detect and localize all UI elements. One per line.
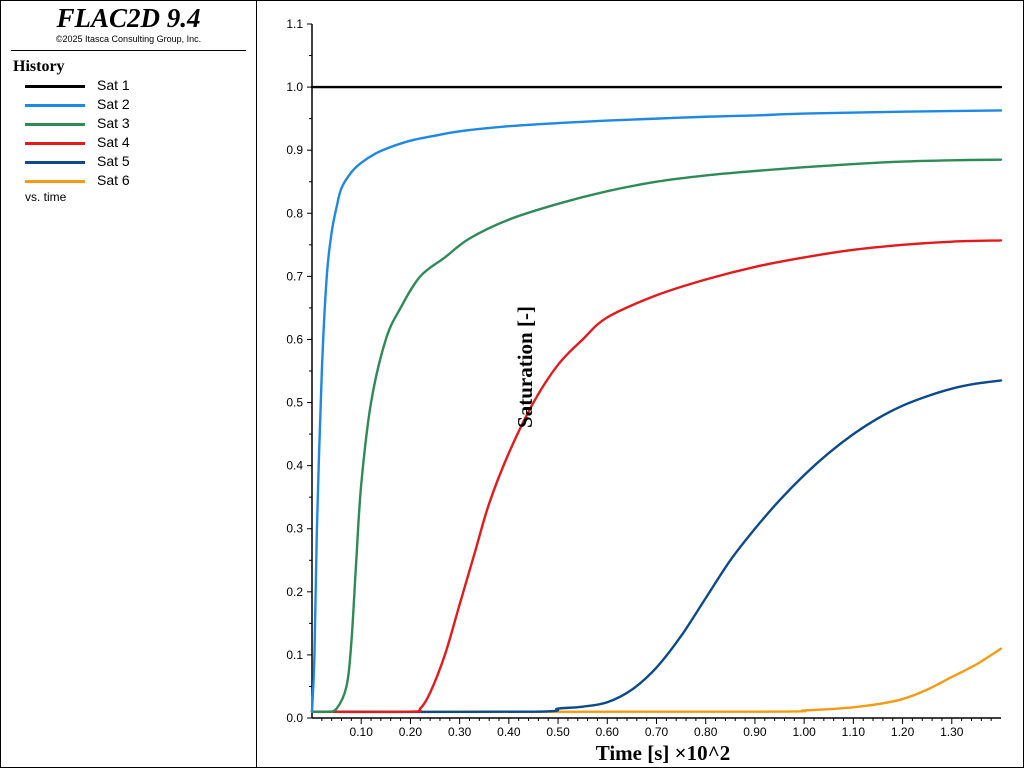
- legend-swatch: [25, 85, 85, 88]
- x-tick-label: 0.40: [497, 725, 521, 739]
- y-tick-label: 0.9: [286, 143, 303, 157]
- legend-label: Sat 1: [97, 77, 130, 93]
- y-tick-label: 0.2: [286, 585, 303, 599]
- copyright-text: ©2025 Itasca Consulting Group, Inc.: [55, 34, 202, 44]
- y-tick-label: 0.3: [286, 522, 303, 536]
- series-line-sat-6: [310, 647, 1003, 713]
- axes: 0.0 0.1 0.2 0.3 0.4 0.5 0.6 0.7 0.8 0.9 1.0 1.1 0.10…: [286, 17, 1001, 739]
- legend-label: Sat 2: [97, 96, 130, 112]
- y-tick-label: 0.1: [286, 648, 303, 662]
- series-line-sat-4: [310, 239, 1003, 714]
- legend-swatch: [25, 104, 85, 107]
- y-tick-label: 0.5: [286, 396, 303, 410]
- legend-label: Sat 4: [97, 134, 130, 150]
- x-tick-label: 1.00: [792, 725, 816, 739]
- x-axis-title: Time [s] ×10^2: [596, 741, 731, 765]
- legend-panel: FLAC2D 9.4 ©2025 Itasca Consulting Group…: [1, 1, 257, 767]
- x-tick-label: 0.60: [596, 725, 620, 739]
- y-tick-label: 0.6: [286, 332, 303, 346]
- legend-swatch: [25, 161, 85, 164]
- series-line-sat-2: [310, 109, 1003, 713]
- x-tick-label: 1.10: [842, 725, 866, 739]
- y-tick-label: 0.7: [286, 269, 303, 283]
- x-tick-label: 0.20: [399, 725, 423, 739]
- series-line-sat-5: [310, 379, 1003, 714]
- series-line-sat-3: [310, 158, 1003, 714]
- x-tick-label: 0.70: [645, 725, 669, 739]
- y-tick-label: 0.4: [286, 459, 303, 473]
- x-tick-label: 1.20: [891, 725, 915, 739]
- chart-area: 0.0 0.1 0.2 0.3 0.4 0.5 0.6 0.7 0.8 0.9 1.0 1.1 0.10…: [286, 17, 1003, 765]
- legend-vs-label: vs. time: [25, 190, 67, 204]
- y-axis-title: Saturation [-]: [513, 306, 537, 428]
- series-lines: [310, 85, 1003, 714]
- x-tick-label: 0.80: [694, 725, 718, 739]
- x-tick-label: 0.10: [350, 725, 374, 739]
- x-tick-label: 1.30: [940, 725, 964, 739]
- y-tick-label: 1.0: [286, 80, 303, 94]
- legend-label: Sat 3: [97, 115, 130, 131]
- legend-label: Sat 5: [97, 153, 130, 169]
- history-heading: History: [13, 58, 65, 75]
- y-tick-label: 0.0: [286, 711, 303, 725]
- x-tick-label: 0.50: [546, 725, 570, 739]
- legend-swatch: [25, 123, 85, 126]
- title-divider: [11, 50, 246, 51]
- y-tick-label: 1.1: [286, 17, 303, 31]
- legend-swatch: [25, 142, 85, 145]
- legend-label: Sat 6: [97, 172, 130, 188]
- x-tick-label: 0.90: [743, 725, 767, 739]
- app-title: FLAC2D 9.4: [56, 3, 201, 33]
- y-tick-label: 0.8: [286, 206, 303, 220]
- x-tick-label: 0.30: [448, 725, 472, 739]
- legend-swatch: [25, 180, 85, 183]
